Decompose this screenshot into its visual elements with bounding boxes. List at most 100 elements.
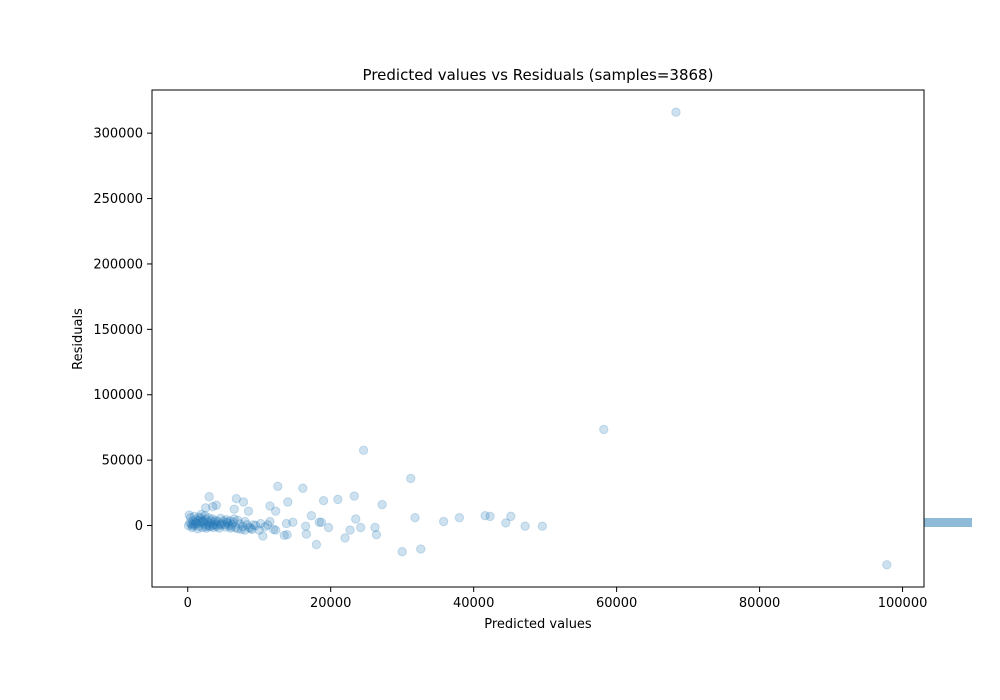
data-point (231, 494, 242, 504)
data-point (225, 516, 235, 526)
data-point (229, 514, 239, 524)
data-point (238, 497, 249, 507)
data-point (248, 520, 259, 530)
y-tick-label: 0 (135, 519, 143, 534)
data-point (306, 511, 317, 521)
plot-area-frame (151, 89, 925, 588)
data-point (229, 504, 239, 514)
data-point (316, 517, 327, 527)
data-point (236, 524, 247, 535)
data-point (298, 483, 308, 493)
data-point (263, 520, 273, 530)
data-point (599, 424, 609, 435)
data-point (208, 522, 219, 533)
data-point (223, 518, 233, 528)
y-axis-label: Residuals (71, 308, 86, 370)
data-point (188, 521, 198, 531)
data-point (197, 522, 207, 533)
data-point (193, 521, 204, 531)
data-point (220, 520, 230, 530)
data-point (240, 525, 250, 535)
data-point (273, 481, 283, 491)
data-point (211, 520, 222, 530)
y-tick-label: 300000 (93, 127, 143, 142)
data-point (196, 509, 207, 520)
data-point (207, 514, 217, 524)
data-point (190, 517, 201, 527)
y-tick-label: 250000 (93, 192, 143, 207)
data-point (242, 520, 252, 530)
data-point (244, 522, 254, 533)
data-point (184, 510, 194, 520)
data-point (198, 515, 209, 525)
data-point (185, 518, 195, 528)
data-point (186, 519, 197, 529)
data-point (216, 520, 227, 530)
data-point (882, 560, 892, 570)
data-point (268, 524, 279, 535)
x-tick-label: 60000 (596, 596, 637, 611)
data-point (377, 499, 387, 510)
data-point (183, 520, 194, 531)
data-point (254, 525, 264, 535)
y-axis-ticks: 0 50000 100000 150000 200000 250000 300000 (93, 127, 152, 534)
data-point (211, 500, 222, 510)
data-point (345, 525, 355, 535)
data-point (537, 521, 547, 531)
data-point (349, 491, 359, 501)
data-point (258, 531, 268, 541)
y-tick-label: 100000 (93, 388, 143, 403)
data-point (210, 515, 221, 525)
data-point (238, 521, 248, 532)
data-point (501, 518, 511, 528)
data-point (195, 513, 206, 524)
data-point (217, 518, 227, 529)
data-point (282, 529, 292, 540)
data-point (281, 518, 292, 529)
data-point (235, 519, 245, 529)
data-point (288, 517, 298, 527)
data-point (226, 521, 237, 532)
data-point (198, 516, 208, 527)
x-axis-label: Predicted values (484, 617, 592, 632)
y-tick-label: 150000 (93, 323, 143, 338)
data-point (270, 506, 281, 516)
data-point (185, 512, 196, 523)
data-point (270, 525, 281, 535)
data-point (218, 516, 229, 526)
data-point (224, 520, 234, 531)
data-point (215, 519, 225, 529)
data-point (506, 511, 516, 522)
data-point (200, 522, 211, 532)
data-point (323, 522, 334, 533)
data-point (480, 511, 490, 521)
data-point (410, 512, 420, 523)
x-tick-label: 0 (184, 596, 192, 611)
data-point (283, 497, 293, 507)
data-point (195, 518, 205, 528)
data-point (240, 516, 250, 527)
data-point (225, 523, 236, 533)
data-point (356, 522, 366, 533)
data-point (215, 513, 226, 524)
data-point (204, 521, 214, 531)
data-point (206, 516, 217, 526)
data-point (438, 516, 449, 527)
data-point (406, 473, 416, 484)
data-point (201, 514, 212, 525)
data-point (340, 533, 350, 543)
data-point (260, 522, 270, 532)
data-point (213, 516, 223, 527)
data-point (265, 516, 275, 527)
data-point (192, 518, 202, 529)
x-axis-ticks: 0 20000 40000 60000 80000 100000 (184, 587, 927, 611)
data-point (199, 519, 209, 529)
data-point (203, 517, 213, 527)
data-point (204, 492, 214, 502)
data-point (193, 515, 204, 526)
data-point (222, 517, 232, 527)
data-point (314, 517, 324, 527)
data-point (201, 523, 212, 533)
data-point (189, 511, 199, 522)
data-point (671, 107, 681, 117)
